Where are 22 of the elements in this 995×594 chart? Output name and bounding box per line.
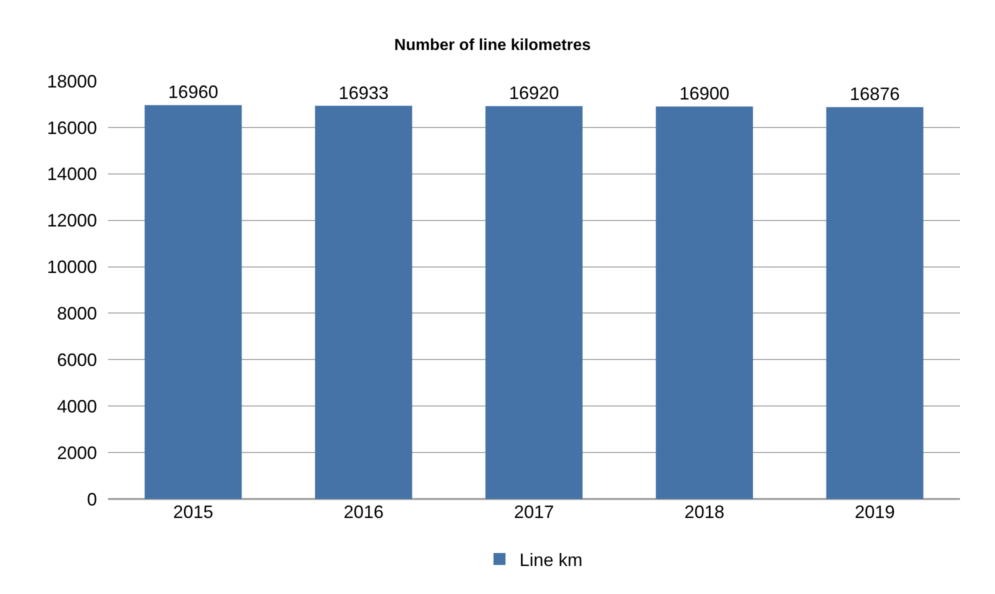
y-tick-label: 8000 bbox=[56, 304, 97, 324]
y-tick-label: 16000 bbox=[46, 118, 97, 138]
y-tick-label: 6000 bbox=[56, 350, 97, 370]
x-tick-label: 2019 bbox=[854, 502, 895, 522]
y-tick-label: 2000 bbox=[56, 442, 97, 463]
y-tick-label: 10000 bbox=[46, 257, 97, 278]
x-tick-label: 2017 bbox=[514, 502, 554, 522]
data-label: 16960 bbox=[168, 82, 218, 102]
y-tick-label: 18000 bbox=[46, 71, 97, 92]
data-label: 16900 bbox=[679, 84, 730, 104]
y-tick-label: 12000 bbox=[46, 210, 97, 231]
x-tick-label: 2015 bbox=[173, 502, 214, 522]
y-tick-label: 14000 bbox=[46, 164, 97, 184]
chart-title: Number of line kilometres bbox=[394, 37, 591, 54]
x-tick-label: 2018 bbox=[684, 502, 724, 522]
y-tick-label: 4000 bbox=[56, 396, 97, 416]
data-label: 16920 bbox=[508, 83, 560, 104]
x-tick-label: 2016 bbox=[344, 502, 384, 522]
legend-label: Line km bbox=[520, 550, 583, 570]
data-label: 16933 bbox=[338, 82, 389, 103]
y-tick-label: 0 bbox=[86, 489, 97, 510]
data-label: 16876 bbox=[850, 84, 900, 104]
